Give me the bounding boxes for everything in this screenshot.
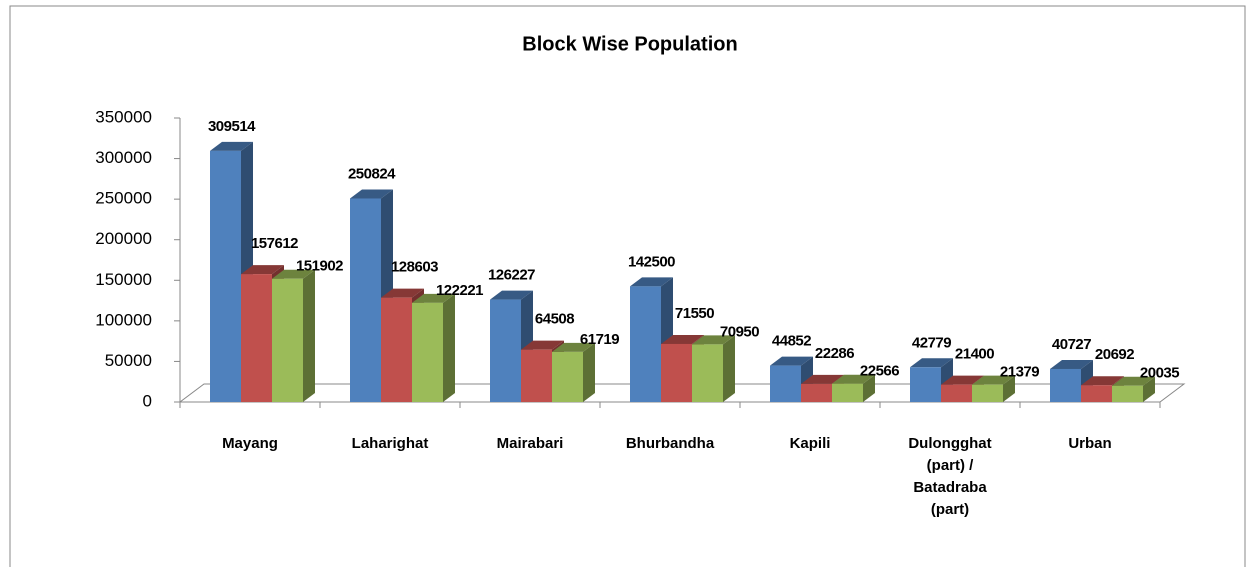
bar-front [972, 384, 1003, 402]
bar [272, 269, 315, 402]
bar-front [770, 365, 801, 402]
bar-front [910, 367, 941, 402]
bar-top [832, 374, 875, 384]
data-label: 44852 [772, 333, 811, 350]
bar-front [350, 198, 381, 402]
bar-top [770, 356, 813, 366]
bar-top [210, 141, 253, 151]
bar-front [521, 349, 552, 402]
bar-side [443, 293, 455, 402]
bar-top [272, 269, 315, 279]
data-label: 21400 [955, 346, 994, 363]
x-tick-label: Bhurbandha [625, 435, 715, 452]
bar-top [490, 290, 533, 300]
bar-top [350, 189, 393, 199]
x-tick-label: Urban [1068, 435, 1112, 452]
y-tick-label: 350000 [95, 107, 152, 126]
bar-front [630, 286, 661, 402]
bar-front [1050, 368, 1081, 402]
chart-title: Block Wise Population [522, 33, 737, 55]
bar-top [381, 288, 424, 298]
bar-front [272, 278, 303, 402]
bar-top [692, 335, 735, 345]
bar [552, 342, 595, 402]
bar-top [941, 375, 984, 385]
bar-top [661, 334, 704, 344]
y-tick-label: 300000 [95, 148, 152, 167]
bar-top [241, 265, 284, 275]
y-tick-label: 200000 [95, 229, 152, 248]
bar-top [412, 293, 455, 303]
data-label: 21379 [1000, 364, 1039, 381]
bar [1112, 376, 1155, 402]
bar-top [972, 375, 1015, 385]
x-tick-label: Laharighat [351, 435, 429, 452]
y-tick-label: 250000 [95, 189, 152, 208]
bar-top [1050, 359, 1093, 369]
data-label: 70950 [720, 323, 759, 340]
bar-front [801, 383, 832, 402]
data-label: 22286 [815, 345, 854, 362]
y-tick-label: 150000 [95, 270, 152, 289]
data-label: 151902 [296, 258, 343, 275]
data-label: 71550 [675, 305, 714, 322]
bar-front [381, 297, 412, 402]
data-label: 64508 [535, 311, 574, 328]
x-tick-label: Mayang [222, 435, 278, 452]
data-label: 22566 [860, 363, 899, 380]
x-tick-label: Dulongghat (part) / Batadraba (part) [908, 435, 992, 518]
data-label: 142500 [628, 253, 675, 270]
bar-side [583, 342, 595, 402]
data-label: 309514 [208, 118, 256, 135]
bar-front [1112, 385, 1143, 402]
bar-front [490, 299, 521, 402]
bar-side [303, 269, 315, 402]
bar-front [412, 302, 443, 402]
bar-front [552, 351, 583, 402]
y-tick-label: 50000 [105, 351, 152, 370]
bar [972, 375, 1015, 402]
data-label: 40727 [1052, 336, 1091, 353]
bar-side [863, 374, 875, 402]
chart-border [9, 5, 1246, 567]
data-label: 157612 [251, 235, 298, 252]
bar-top [910, 358, 953, 368]
data-label: 128603 [391, 259, 438, 276]
bar-front [661, 343, 692, 402]
bar-front [1081, 385, 1112, 402]
bar-top [801, 374, 844, 384]
bar-top [521, 340, 564, 350]
bar-front [210, 150, 241, 402]
bar-front [692, 344, 723, 402]
data-label: 122221 [436, 282, 483, 299]
bar-top [1081, 376, 1124, 386]
bar-top [552, 342, 595, 352]
data-label: 20035 [1140, 365, 1179, 382]
bar-top [1112, 376, 1155, 386]
data-label: 61719 [580, 331, 619, 348]
data-label: 20692 [1095, 346, 1134, 363]
bar-top [630, 277, 673, 287]
bar-side [1143, 376, 1155, 402]
bar-front [832, 383, 863, 402]
bar-side [1003, 375, 1015, 402]
bar [412, 293, 455, 402]
data-label: 250824 [348, 165, 396, 182]
y-tick-label: 0 [143, 391, 152, 410]
x-tick-label: Mairabari [496, 435, 564, 452]
bar [832, 374, 875, 402]
y-tick-label: 100000 [95, 310, 152, 329]
bar-front [941, 384, 972, 402]
bar-front [241, 274, 272, 402]
bar [692, 335, 735, 402]
data-label: 42779 [912, 334, 951, 351]
bar-side [723, 335, 735, 402]
x-tick-label: Kapili [789, 435, 831, 452]
data-label: 126227 [488, 267, 535, 284]
